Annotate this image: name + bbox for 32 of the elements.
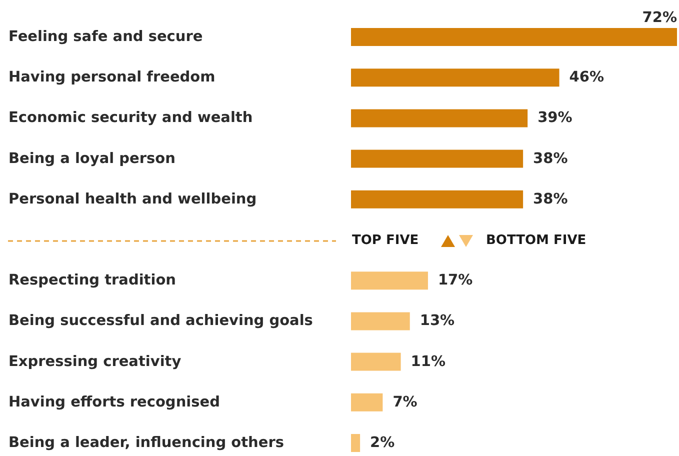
bar: [351, 393, 383, 412]
data-label: 38%: [533, 150, 568, 167]
annotation: TOP FIVE: [352, 233, 419, 248]
y-tick-label: Respecting tradition: [8, 272, 176, 289]
y-tick-label: Economic security and wealth: [8, 110, 253, 126]
data-label: 2%: [370, 435, 396, 452]
y-tick-label: Being a leader, influencing others: [8, 435, 284, 452]
data-label: 46%: [569, 70, 604, 86]
bar: [351, 190, 524, 208]
bar: [351, 312, 410, 330]
annotation: BOTTOM FIVE: [486, 233, 586, 248]
y-tick-label: Expressing creativity: [8, 354, 182, 370]
y-tick-label: Being a loyal person: [8, 150, 176, 167]
data-label: 7%: [392, 394, 418, 410]
bar: [351, 434, 360, 452]
data-label: 38%: [533, 191, 568, 208]
data-label: 39%: [538, 110, 573, 126]
y-tick-label: Having efforts recognised: [8, 394, 220, 410]
bar: [351, 352, 401, 371]
bar: [351, 109, 528, 128]
data-label: 13%: [420, 313, 456, 330]
bar: [351, 68, 560, 87]
y-tick-label: Having personal freedom: [8, 70, 216, 86]
data-label: 11%: [410, 354, 446, 370]
bar: [351, 28, 677, 46]
data-label: 72%: [642, 10, 678, 26]
data-label: 17%: [438, 272, 474, 289]
y-tick-label: Personal health and wellbeing: [8, 191, 257, 208]
bar: [351, 272, 428, 290]
bar: [351, 150, 524, 168]
y-tick-label: Being successful and achieving goals: [8, 313, 313, 330]
y-tick-label: Feeling safe and secure: [8, 28, 203, 45]
